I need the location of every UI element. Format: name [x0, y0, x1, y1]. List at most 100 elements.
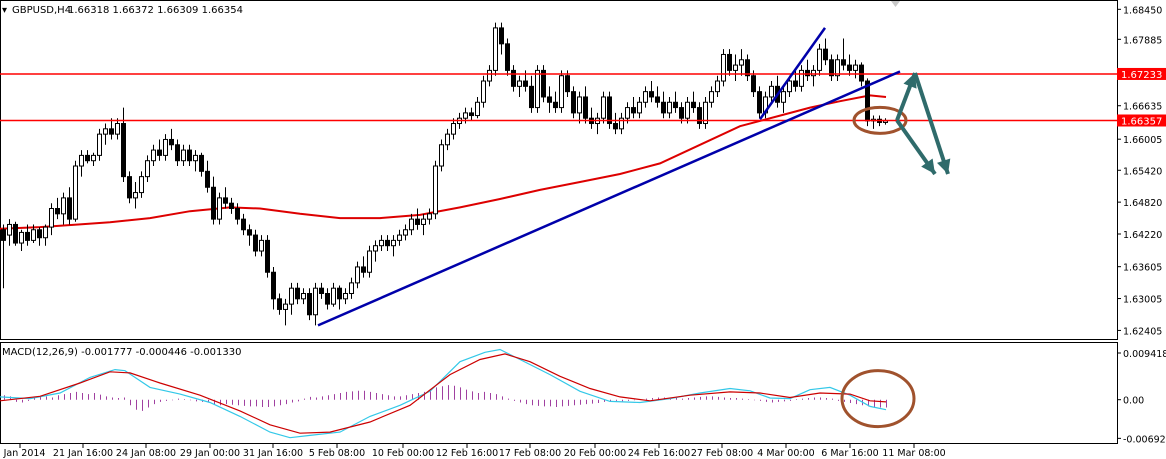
candle-body	[451, 123, 456, 135]
candle-body	[655, 96, 660, 103]
price-level-label: 1.66357	[1121, 116, 1162, 127]
candle	[733, 54, 738, 82]
candle	[541, 65, 546, 103]
candle-body	[229, 202, 234, 210]
candle-body	[223, 197, 228, 204]
candle	[583, 86, 588, 124]
candle	[535, 65, 540, 113]
candle	[67, 187, 72, 225]
arrow-annotation	[913, 72, 951, 175]
trendlines-layer[interactable]	[317, 27, 901, 327]
candle	[673, 91, 678, 113]
candle-body	[607, 96, 612, 125]
price-tick-label: 1.66005	[1123, 135, 1162, 146]
candle-body	[601, 96, 606, 119]
candle	[91, 152, 96, 167]
candle	[811, 65, 816, 87]
candle	[409, 213, 414, 236]
candle-body	[7, 223, 12, 236]
candle	[529, 75, 534, 113]
candle-body	[55, 208, 60, 215]
candle-body	[433, 165, 438, 215]
macd-layer	[0, 348, 916, 439]
chart-shift-marker-icon[interactable]	[891, 1, 900, 7]
candle-body	[379, 239, 384, 247]
candle-body	[715, 80, 720, 93]
candle	[553, 91, 558, 113]
candle	[55, 197, 60, 220]
candle-body	[187, 149, 192, 162]
candle-body	[649, 91, 654, 98]
candle	[115, 118, 120, 140]
arrow-head	[936, 158, 951, 174]
candle	[61, 192, 66, 225]
candle	[649, 81, 654, 103]
candle-body	[415, 218, 420, 225]
time-tick-label: 4 Mar 00:00	[757, 448, 814, 459]
candle-body	[25, 231, 30, 241]
candle	[385, 235, 390, 252]
candle-body	[697, 107, 702, 125]
time-tick-label: 24 Feb 16:00	[628, 448, 690, 459]
moving-average-line	[0, 94, 887, 230]
candle-body	[517, 80, 522, 87]
candle	[739, 49, 744, 76]
trendline	[758, 27, 827, 120]
candle	[571, 86, 576, 119]
candle	[805, 59, 810, 82]
candle-body	[31, 229, 36, 241]
candle-body	[199, 154, 204, 172]
candle	[355, 261, 360, 289]
time-tick-label: 5 Feb 08:00	[309, 448, 365, 459]
candle-body	[397, 234, 402, 241]
candle	[745, 54, 750, 82]
candle-body	[703, 101, 708, 125]
candle-body	[475, 101, 480, 117]
arrow-shaft	[913, 72, 950, 175]
candle-body	[547, 96, 552, 103]
candle	[163, 134, 168, 161]
horizontal-lines-layer[interactable]: 1.67233 1.66357	[0, 67, 1166, 128]
candle-body	[571, 91, 576, 114]
candle-body	[325, 293, 330, 305]
candle	[613, 112, 618, 135]
collapse-glyph-icon[interactable]: ▾	[2, 5, 7, 16]
candle	[421, 213, 426, 236]
time-tick-label: 11 Mar 08:00	[882, 448, 945, 459]
candle	[691, 91, 696, 113]
candle-body	[331, 287, 336, 305]
candle	[85, 150, 90, 164]
arrow-head	[921, 158, 935, 174]
candle	[229, 197, 234, 214]
time-tick-label: 24 Jan 08:00	[116, 448, 176, 459]
candle	[103, 123, 108, 145]
candle	[427, 208, 432, 225]
candle	[637, 96, 642, 119]
candle	[433, 160, 438, 220]
macd-tick-label: 0.009418	[1123, 349, 1166, 360]
time-tick-label: 20 Feb 00:00	[564, 448, 626, 459]
candle-body	[211, 186, 216, 220]
moving-average-layer	[0, 94, 887, 230]
candle	[415, 208, 420, 230]
candle-body	[745, 59, 750, 77]
candle-body	[853, 64, 858, 71]
candle	[49, 203, 54, 236]
candle-body	[565, 75, 570, 93]
candle-body	[391, 239, 396, 247]
candle	[769, 81, 774, 103]
annotations-layer[interactable]	[852, 72, 951, 176]
candle-body	[619, 117, 624, 130]
candle-body	[133, 192, 138, 199]
candle-body	[19, 231, 24, 244]
candle	[487, 65, 492, 87]
candle	[577, 91, 582, 124]
candle-body	[469, 112, 474, 117]
macd-signal-line	[0, 353, 887, 434]
candle-body	[319, 287, 324, 295]
candle	[499, 22, 504, 55]
candle	[1, 224, 6, 289]
candle-body	[847, 64, 852, 71]
